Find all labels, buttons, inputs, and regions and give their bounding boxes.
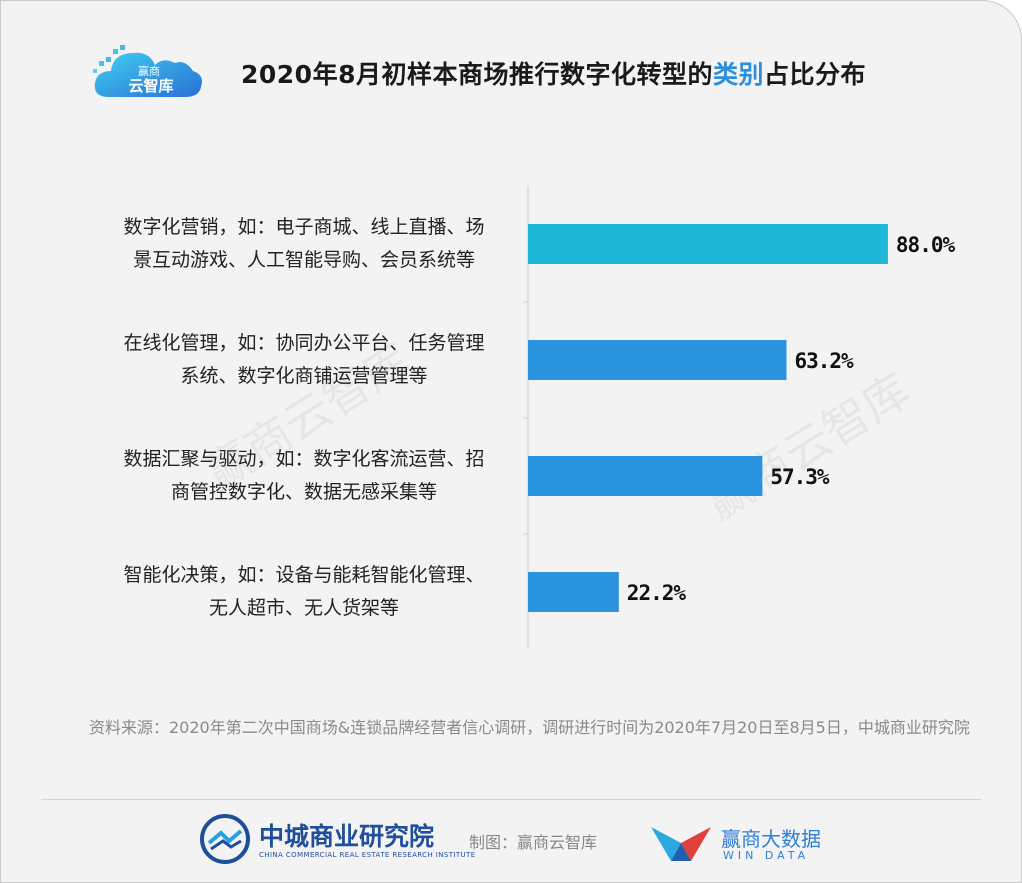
category-label-line: 景互动游戏、人工智能导购、会员系统等 [132,249,475,271]
bar-4 [528,572,619,612]
institute-name-en: CHINA COMMERCIAL REAL ESTATE RESEARCH IN… [259,851,476,859]
title-part1: 2020年8月初样本商场推行数字化转型的 [241,60,713,89]
category-label-line: 系统、数字化商铺运营管理等 [180,365,428,387]
category-label-1: 数字化营销，如：电子商城、线上直播、场 景互动游戏、人工智能导购、会员系统等 [89,211,519,277]
category-label-line: 数据汇聚与驱动，如：数字化客流运营、招 [123,448,485,470]
logo-line1: 赢商 [138,64,160,78]
category-label-line: 数字化营销，如：电子商城、线上直播、场 [123,216,485,238]
category-label-2: 在线化管理，如：协同办公平台、任务管理 系统、数字化商铺运营管理等 [89,327,519,393]
category-label-line: 智能化决策，如：设备与能耗智能化管理、 [123,564,485,586]
source-note: 资料来源：2020年第二次中国商场&连锁品牌经营者信心调研，调研进行时间为202… [89,718,970,737]
category-label-3: 数据汇聚与驱动，如：数字化客流运营、招 商管控数字化、数据无感采集等 [89,443,519,509]
title-part2: 占比分布 [764,60,867,89]
value-label-4: 22.2% [627,581,687,605]
category-label-line: 商管控数字化、数据无感采集等 [170,481,437,503]
page-title: 2020年8月初样本商场推行数字化转型的类别占比分布 [241,55,866,91]
brand-name: 赢商大数据 [721,827,821,851]
value-label-2: 63.2% [794,349,854,373]
bar-chart: 88.0% 63.2% 57.3% 22.2% [523,186,956,649]
brand-name-en: WIN DATA [723,849,810,862]
windata-logo-icon [651,827,711,861]
institute-name: 中城商业研究院 [259,822,435,851]
footer-divider [41,799,981,800]
logo-line2: 云智库 [128,77,173,95]
category-label-4: 智能化决策，如：设备与能耗智能化管理、 无人超市、无人货架等 [89,559,519,625]
category-label-line: 在线化管理，如：协同办公平台、任务管理 [123,332,485,354]
cloud-logo-icon: 赢商 云智库 [93,45,202,97]
title-highlight: 类别 [712,60,764,89]
institute-logo-icon [200,814,250,864]
chart-credit: 制图：赢商云智库 [469,833,598,852]
value-label-3: 57.3% [770,465,830,489]
bar-1 [528,224,888,264]
bar-2 [528,340,787,380]
value-label-1: 88.0% [896,233,956,257]
category-label-line: 无人超市、无人货架等 [208,597,399,619]
bar-3 [528,456,763,496]
